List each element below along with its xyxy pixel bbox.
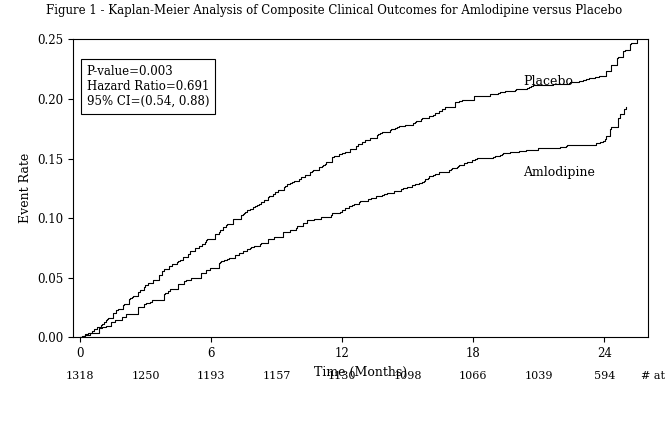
Text: Figure 1 - Kaplan-Meier Analysis of Composite Clinical Outcomes for Amlodipine v: Figure 1 - Kaplan-Meier Analysis of Comp… [46, 4, 622, 18]
Text: 1157: 1157 [263, 371, 291, 381]
X-axis label: Time (Months): Time (Months) [314, 366, 407, 378]
Text: Amlodipine: Amlodipine [524, 166, 595, 179]
Text: 1318: 1318 [65, 371, 94, 381]
Y-axis label: Event Rate: Event Rate [19, 153, 32, 223]
Text: P-value=0.003
Hazard Ratio=0.691
95% CI=(0.54, 0.88): P-value=0.003 Hazard Ratio=0.691 95% CI=… [87, 65, 209, 108]
Text: # at risk: # at risk [641, 371, 668, 381]
Text: 1066: 1066 [459, 371, 488, 381]
Text: 1130: 1130 [328, 371, 357, 381]
Text: 1039: 1039 [524, 371, 553, 381]
Text: 1193: 1193 [197, 371, 225, 381]
Text: 1098: 1098 [393, 371, 422, 381]
Text: 594: 594 [594, 371, 615, 381]
Text: Placebo: Placebo [524, 74, 573, 88]
Text: 1250: 1250 [132, 371, 160, 381]
